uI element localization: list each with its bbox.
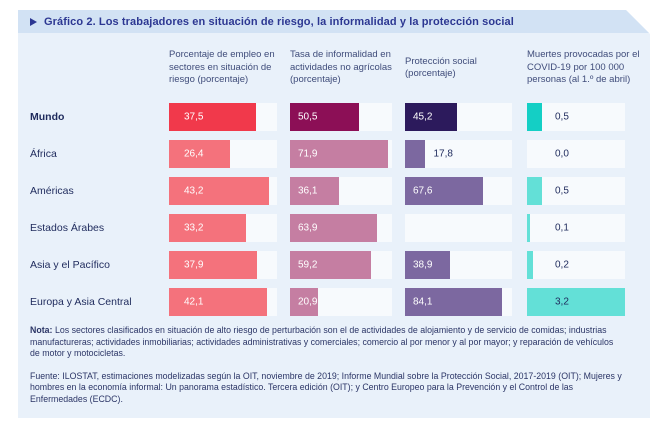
note-prefix: Nota: [30, 325, 53, 335]
chart-row: Europa y Asia Central 42,1 20,9 84,1 3,2 [30, 288, 650, 316]
bar [527, 177, 542, 205]
bar-value: 67,6 [413, 185, 433, 197]
bar-value: 50,5 [298, 111, 318, 123]
bar-value: 3,2 [555, 296, 569, 308]
bar-track: 0,5 [527, 103, 625, 131]
bar-value: 71,9 [298, 148, 318, 160]
row-label: Asia y el Pacífico [30, 259, 110, 271]
bar [527, 251, 533, 279]
bar [169, 177, 269, 205]
bar [290, 288, 318, 316]
bar [169, 103, 256, 131]
bar-track: 26,4 [169, 140, 277, 168]
bar [405, 103, 457, 131]
column-header-informality: Tasa de informalidad en actividades no a… [290, 49, 392, 86]
chart-row: Mundo 37,5 50,5 45,2 0,5 [30, 103, 650, 131]
bar [169, 214, 246, 242]
bar [290, 140, 388, 168]
bar-value: 45,2 [413, 111, 433, 123]
bar-track: 33,2 [169, 214, 277, 242]
bar [405, 288, 502, 316]
bar [290, 177, 339, 205]
column-header-social-protection: Protección social (porcentaje) [405, 55, 477, 79]
bar-track: 17,8 [405, 140, 512, 168]
bar-track: 42,1 [169, 288, 277, 316]
bar-track: 20,9 [290, 288, 392, 316]
column-header-risk-employment: Porcentaje de empleo en sectores en situ… [169, 49, 275, 86]
bar-value: 37,5 [184, 111, 204, 123]
bar-track: 0,5 [527, 177, 625, 205]
bar [405, 251, 450, 279]
bar [290, 214, 377, 242]
bar-value: 33,2 [184, 222, 204, 234]
bar-value: 0,2 [555, 259, 569, 271]
bar-value: 84,1 [413, 296, 433, 308]
bar [405, 140, 425, 168]
bar [527, 214, 530, 242]
chart-row: Estados Árabes 33,2 63,9 0,1 [30, 214, 650, 242]
bar-value: 36,1 [298, 185, 318, 197]
bar-track [405, 214, 512, 242]
bar [290, 103, 359, 131]
bar-track: 50,5 [290, 103, 392, 131]
bar-value: 0,5 [555, 111, 569, 123]
note-body: Los sectores clasificados en situación d… [30, 325, 614, 359]
bar [290, 251, 371, 279]
bar-track: 3,2 [527, 288, 625, 316]
bar-value: 38,9 [413, 259, 433, 271]
bar-track: 38,9 [405, 251, 512, 279]
row-label: Estados Árabes [30, 222, 105, 234]
chart-row: Asia y el Pacífico 37,9 59,2 38,9 0,2 [30, 251, 650, 279]
bar-track: 37,9 [169, 251, 277, 279]
bar [169, 251, 257, 279]
chart-row: África 26,4 71,9 17,8 0,0 [30, 140, 650, 168]
bar-track: 0,1 [527, 214, 625, 242]
chart-title-bar: Gráfico 2. Los trabajadores en situación… [18, 10, 650, 33]
bar-track: 63,9 [290, 214, 392, 242]
chart-panel: Gráfico 2. Los trabajadores en situación… [18, 10, 650, 418]
bar-value: 63,9 [298, 222, 318, 234]
chart-rows: Mundo 37,5 50,5 45,2 0,5 África 26,4 71,9 17,8 0,… [18, 103, 650, 316]
bar-track: 0,0 [527, 140, 625, 168]
bar-track: 37,5 [169, 103, 277, 131]
bar [169, 288, 267, 316]
bar-value: 43,2 [184, 185, 204, 197]
bar-value: 0,0 [555, 148, 569, 160]
row-label: Mundo [30, 111, 65, 123]
bar [169, 140, 230, 168]
bar-track: 0,2 [527, 251, 625, 279]
bar [405, 177, 483, 205]
bar-value: 20,9 [298, 296, 318, 308]
bar-track: 84,1 [405, 288, 512, 316]
triangle-bullet-icon [30, 18, 37, 26]
chart-title: Gráfico 2. Los trabajadores en situación… [44, 15, 514, 28]
row-label: Europa y Asia Central [30, 296, 132, 308]
bar-value: 17,8 [433, 148, 453, 160]
bar-track: 43,2 [169, 177, 277, 205]
bar-value: 0,5 [555, 185, 569, 197]
note-text: Nota: Los sectores clasificados en situa… [30, 325, 625, 360]
bar-value: 0,1 [555, 222, 569, 234]
footnotes: Nota: Los sectores clasificados en situa… [30, 325, 625, 406]
row-label: Américas [30, 185, 74, 197]
bar [527, 103, 542, 131]
bar-track: 45,2 [405, 103, 512, 131]
bar-value: 26,4 [184, 148, 204, 160]
bar [527, 288, 625, 316]
chart-row: Américas 43,2 36,1 67,6 0,5 [30, 177, 650, 205]
bar-value: 59,2 [298, 259, 318, 271]
bar-track: 67,6 [405, 177, 512, 205]
row-label: África [30, 148, 57, 160]
bar-track: 36,1 [290, 177, 392, 205]
bar-track: 71,9 [290, 140, 392, 168]
column-headers: Porcentaje de empleo en sectores en situ… [18, 33, 650, 103]
bar-value: 42,1 [184, 296, 204, 308]
bar-value: 37,9 [184, 259, 204, 271]
column-header-covid-deaths: Muertes provocadas por el COVID-19 por 1… [527, 49, 640, 86]
bar-track: 59,2 [290, 251, 392, 279]
source-text: Fuente: ILOSTAT, estimaciones modelizada… [30, 370, 622, 405]
